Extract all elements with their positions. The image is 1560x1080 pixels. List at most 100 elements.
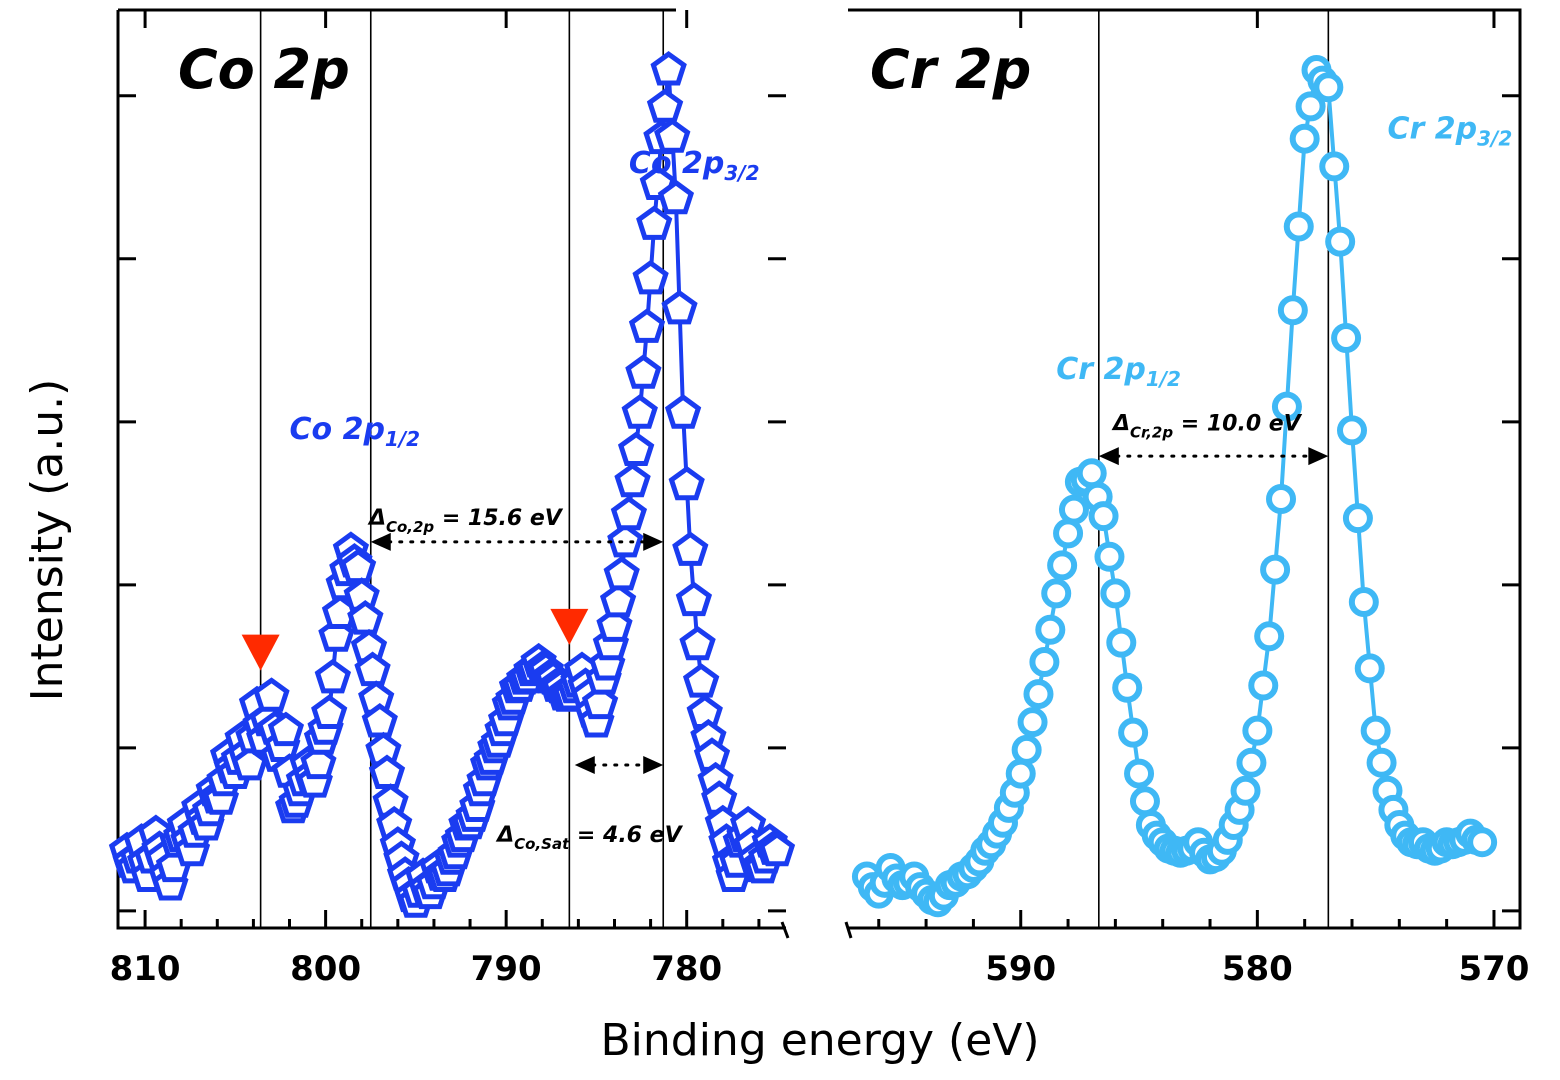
data-point-dense: [654, 118, 691, 153]
peak-label-main: Co 2p: [290, 412, 385, 447]
data-point-dense: [1271, 391, 1302, 422]
data-point-dense: [661, 289, 698, 325]
peak-label-sub: 3/2: [724, 161, 759, 185]
data-point: [758, 831, 796, 867]
satellite-marker: [241, 634, 280, 671]
delta-arrow-left: [1098, 447, 1119, 466]
data-point: [614, 462, 651, 498]
data-point: [1076, 458, 1107, 489]
data-point-dense: [581, 684, 619, 720]
delta-label-sub: Cr,2p: [1130, 423, 1173, 441]
data-point: [1348, 586, 1379, 617]
data-point-dense: [1058, 494, 1089, 525]
data-point-dense: [1094, 541, 1125, 572]
data-point: [1100, 578, 1131, 609]
data-point-dense: [596, 607, 633, 642]
x-tick-label: 790: [471, 949, 542, 989]
data-point-dense: [682, 663, 720, 698]
data-point-dense: [1248, 670, 1279, 701]
x-tick-label: 590: [985, 949, 1056, 989]
data-point-dense: [625, 354, 662, 389]
data-point: [267, 711, 305, 747]
data-point: [1053, 518, 1084, 549]
data-point: [599, 582, 637, 618]
data-point-dense: [617, 431, 655, 466]
data-point-dense: [610, 495, 648, 531]
peak-label-sub: 1/2: [385, 427, 420, 451]
peak-label-sub: 1/2: [1146, 367, 1181, 391]
data-point-dense: [646, 88, 684, 123]
satellite-marker: [550, 608, 589, 645]
data-point-dense: [1283, 211, 1314, 242]
peak-label: Co 2p3/2: [629, 146, 760, 185]
co-panel-frame-left-bottom: [116, 10, 786, 930]
delta-label-value: = 15.6 eV: [434, 506, 564, 531]
data-point: [311, 694, 348, 729]
peak-label: Cr 2p1/2: [1056, 352, 1181, 391]
data-point-dense: [1260, 554, 1291, 585]
data-point-dense: [1342, 503, 1373, 534]
data-point: [1254, 621, 1285, 652]
data-point: [628, 308, 666, 343]
data-point-dense: [603, 555, 640, 591]
co-axis-break: [780, 921, 790, 939]
data-point: [231, 745, 268, 781]
data-point: [607, 522, 644, 558]
data-point: [1360, 715, 1391, 746]
data-point-dense: [1236, 747, 1267, 778]
y-axis-label: Intensity (a.u.): [22, 379, 73, 702]
peak-label-main: Co 2p: [629, 146, 724, 181]
data-point: [1337, 415, 1367, 446]
data-point: [672, 531, 709, 566]
data-point: [1325, 226, 1356, 257]
data-point: [1005, 758, 1036, 789]
delta-arrow-right: [1308, 447, 1329, 466]
x-tick-label: 570: [1458, 949, 1529, 989]
data-point: [1242, 715, 1273, 746]
data-point-dense: [1129, 786, 1160, 817]
x-tick-label: 810: [110, 949, 181, 989]
data-point: [1277, 295, 1308, 326]
data-point: [636, 205, 673, 240]
data-point-dense: [675, 581, 713, 617]
data-point: [1112, 672, 1143, 703]
data-point-dense: [1295, 91, 1326, 122]
delta-arrow-right: [643, 755, 664, 774]
data-point: [1266, 484, 1297, 515]
data-point-dense: [1023, 679, 1054, 710]
peak-label: Cr 2p3/2: [1387, 112, 1512, 151]
data-point-dense: [668, 465, 705, 501]
data-point-dense: [1106, 627, 1137, 658]
data-point: [650, 51, 687, 86]
delta-arrow-left: [574, 755, 595, 774]
delta-label-sub: Co,Sat: [514, 835, 570, 853]
data-point: [1029, 647, 1060, 678]
data-point-dense: [1331, 323, 1362, 354]
data-point-dense: [1354, 653, 1385, 684]
data-point: [253, 677, 290, 712]
data-point: [1313, 72, 1344, 103]
data-point: [1124, 758, 1155, 789]
peak-label: Co 2p1/2: [290, 412, 421, 451]
panel-title: Co 2p: [178, 38, 350, 101]
delta-label: ΔCo,2p = 15.6 eV: [367, 506, 564, 536]
data-point: [657, 179, 695, 215]
x-tick-label: 800: [290, 949, 361, 989]
delta-arrow-right: [643, 532, 664, 551]
x-tick-label: 780: [651, 949, 722, 989]
data-point-dense: [1118, 717, 1149, 748]
delta-label-sub: Co,2p: [386, 518, 434, 536]
peak-label-sub: 3/2: [1477, 127, 1512, 151]
data-point-dense: [632, 259, 669, 295]
delta-label-main: Δ: [1111, 411, 1130, 436]
peak-label-main: Cr 2p: [1056, 352, 1146, 387]
data-point-dense: [314, 658, 352, 694]
delta-label-main: Δ: [495, 823, 514, 848]
delta-label: ΔCo,Sat = 4.6 eV: [495, 823, 683, 853]
data-point: [1088, 501, 1119, 532]
peak-label-main: Cr 2p: [1387, 112, 1477, 147]
x-tick-label: 580: [1222, 949, 1293, 989]
cr-axis-break: [844, 921, 853, 939]
delta-label: ΔCr,2p = 10.0 eV: [1111, 411, 1303, 441]
